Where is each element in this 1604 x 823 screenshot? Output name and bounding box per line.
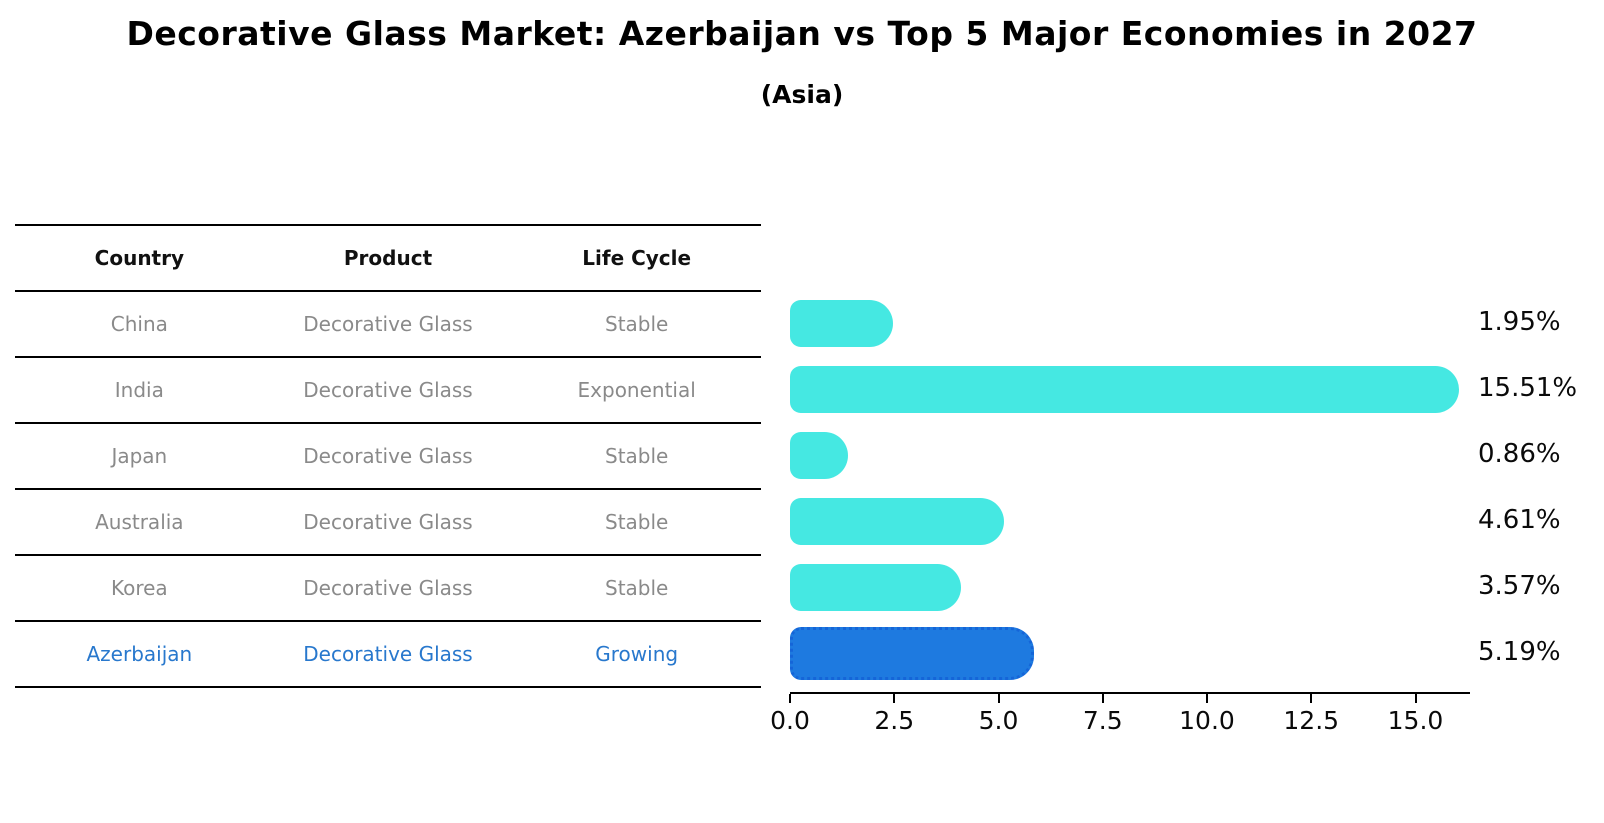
column-header-country: Country [94,246,185,270]
cell-country: Australia [95,510,184,534]
x-axis-tick [893,694,896,703]
x-axis-tick [1414,694,1417,703]
value-label-china: 1.95% [1478,307,1561,337]
x-axis-tick [789,694,791,703]
cell-life-cycle: Stable [605,510,669,534]
value-label-australia: 4.61% [1478,505,1561,535]
x-axis-line [790,692,1470,694]
bar-korea [790,563,961,611]
cell-life-cycle: Stable [605,576,669,600]
bar-australia [790,497,1005,545]
cell-product: Decorative Glass [303,444,473,468]
value-label-azerbaijan: 5.19% [1478,637,1561,667]
bar-india [790,365,1459,413]
cell-life-cycle: Stable [605,444,669,468]
table-row-korea: Korea Decorative Glass Stable [15,554,761,620]
column-header-product: Product [343,246,433,270]
cell-life-cycle: Growing [595,642,679,666]
cell-product: Decorative Glass [303,642,473,666]
table-row-china: China Decorative Glass Stable [15,290,761,356]
x-axis-tick-label: 0.0 [770,706,810,735]
table-row-india: India Decorative Glass Exponential [15,356,761,422]
x-axis-tick-label: 5.0 [978,706,1019,735]
bar-japan [790,431,848,479]
table-row-japan: Japan Decorative Glass Stable [15,422,761,488]
cell-life-cycle: Exponential [577,378,696,402]
x-axis-tick-label: 10.0 [1179,706,1235,735]
chart-subtitle: (Asia) [760,80,844,109]
bar-china [790,299,894,347]
cell-product: Decorative Glass [303,312,473,336]
x-axis-tick-label: 7.5 [1082,706,1123,735]
bar-azerbaijan [790,626,1035,680]
cell-product: Decorative Glass [303,510,473,534]
x-axis-tick-label: 15.0 [1387,706,1444,735]
table-row-australia: Australia Decorative Glass Stable [15,488,761,554]
cell-country: Azerbaijan [86,642,193,666]
cell-country: India [114,378,164,402]
x-axis-tick-label: 2.5 [874,706,915,735]
cell-product: Decorative Glass [303,378,473,402]
country-table: Country Product Life Cycle China Decorat… [15,224,761,688]
x-axis-tick [1101,694,1104,703]
cell-country: Japan [111,444,168,468]
cell-country: Korea [110,576,168,600]
table-row-azerbaijan: Azerbaijan Decorative Glass Growing [15,620,761,688]
value-label-india: 15.51% [1478,373,1578,403]
x-axis-tick [1206,694,1208,703]
x-axis-tick-label: 12.5 [1283,706,1340,735]
value-label-korea: 3.57% [1478,571,1561,601]
cell-country: China [110,312,168,336]
chart-title: Decorative Glass Market: Azerbaijan vs T… [126,14,1478,53]
table-header-row: Country Product Life Cycle [15,224,761,290]
column-header-life-cycle: Life Cycle [582,246,692,270]
x-axis-tick [1310,694,1313,703]
cell-life-cycle: Stable [605,312,669,336]
x-axis-tick [997,694,1000,703]
value-label-japan: 0.86% [1478,439,1561,469]
cell-product: Decorative Glass [303,576,473,600]
